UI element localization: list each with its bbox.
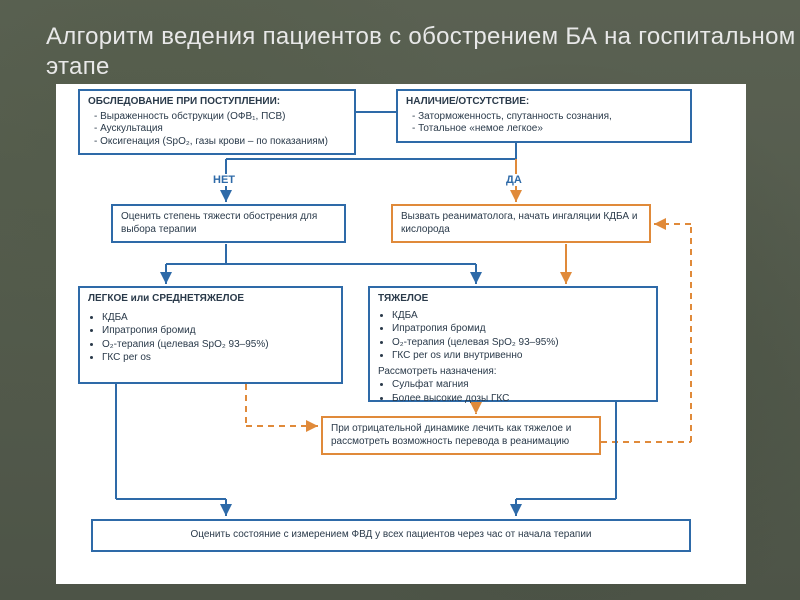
box-negative: При отрицательной динамике лечить как тя… (321, 416, 601, 455)
box-exam-heading: ОБСЛЕДОВАНИЕ ПРИ ПОСТУПЛЕНИИ: (88, 96, 346, 109)
box-exam-line2: - Оксигенация (SpO₂, газы крови – по пок… (94, 136, 346, 149)
box-presence-line1: - Тотальное «немое легкое» (412, 123, 682, 136)
box-assess-text: Оценить степень тяжести обострения для в… (121, 211, 317, 235)
box-severe-i1: Ипратропия бромид (392, 323, 648, 336)
box-severe-c1: Более высокие дозы ГКС (392, 393, 648, 406)
box-severe-i0: КДБА (392, 310, 648, 323)
box-mild-i3: ГКС per os (102, 352, 333, 365)
box-exam: ОБСЛЕДОВАНИЕ ПРИ ПОСТУПЛЕНИИ: - Выраженн… (78, 89, 356, 155)
box-mild-heading: ЛЕГКОЕ или СРЕДНЕТЯЖЕЛОЕ (88, 293, 333, 306)
box-severe-consider-heading: Рассмотреть назначения: (378, 366, 648, 379)
box-callicu: Вызвать реаниматолога, начать ингаляции … (391, 204, 651, 243)
box-mild-i2: О₂-терапия (целевая SpO₂ 93–95%) (102, 339, 333, 352)
box-presence: НАЛИЧИЕ/ОТСУТСТВИЕ: - Заторможенность, с… (396, 89, 692, 143)
box-severe-c0: Сульфат магния (392, 379, 648, 392)
slide-title: Алгоритм ведения пациентов с обострением… (46, 22, 800, 82)
box-assess: Оценить степень тяжести обострения для в… (111, 204, 346, 243)
box-mild-i1: Ипратропия бромид (102, 325, 333, 338)
box-severe-i3: ГКС per os или внутривенно (392, 350, 648, 363)
box-severe-i2: О₂-терапия (целевая SpO₂ 93–95%) (392, 337, 648, 350)
box-negative-text: При отрицательной динамике лечить как тя… (331, 423, 571, 447)
label-no: НЕТ (211, 174, 237, 186)
box-exam-line0: - Выраженность обструкции (ОФВ₁, ПСВ) (94, 111, 346, 124)
box-severe: ТЯЖЕЛОЕ КДБА Ипратропия бромид О₂-терапи… (368, 286, 658, 402)
box-final: Оценить состояние с измерением ФВД у все… (91, 519, 691, 552)
box-presence-heading: НАЛИЧИЕ/ОТСУТСТВИЕ: (406, 96, 682, 109)
box-callicu-text: Вызвать реаниматолога, начать ингаляции … (401, 211, 637, 235)
box-exam-line1: - Аускультация (94, 123, 346, 136)
flowchart-container: ОБСЛЕДОВАНИЕ ПРИ ПОСТУПЛЕНИИ: - Выраженн… (56, 84, 746, 584)
box-mild-i0: КДБА (102, 312, 333, 325)
box-severe-heading: ТЯЖЕЛОЕ (378, 293, 648, 306)
box-mild: ЛЕГКОЕ или СРЕДНЕТЯЖЕЛОЕ КДБА Ипратропия… (78, 286, 343, 384)
box-presence-line0: - Заторможенность, спутанность сознания, (412, 111, 682, 124)
box-final-text: Оценить состояние с измерением ФВД у все… (190, 529, 591, 540)
label-yes: ДА (504, 174, 524, 186)
